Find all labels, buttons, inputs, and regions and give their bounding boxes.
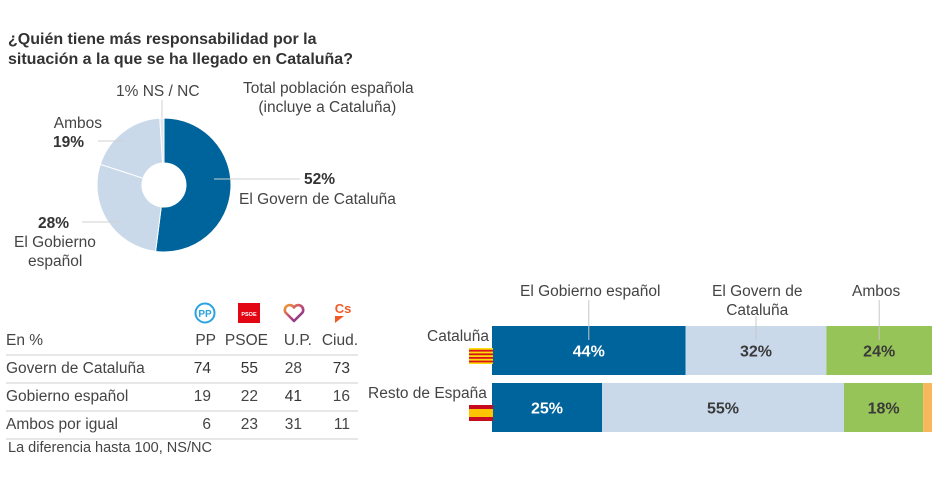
psoe-logo-icon: PSOE xyxy=(238,303,260,323)
pie-label-govern-value: 52% xyxy=(304,171,336,188)
title-line-2: situación a la que se ha llegado en Cata… xyxy=(8,51,353,68)
up-logo-cell xyxy=(268,298,312,328)
pie-label-nsnc: 1% NS / NC xyxy=(116,83,200,100)
chart-title: ¿Quién tiene más responsabilidad por la … xyxy=(8,30,478,70)
pie-label-gobierno-line-2: español xyxy=(28,253,83,270)
cell-value: 16 xyxy=(312,382,358,411)
bar-value-label: 44% xyxy=(573,344,605,361)
pie-subtitle-line-2: (incluye a Cataluña) xyxy=(258,99,397,116)
pie-label-gobierno-value: 28% xyxy=(38,215,70,232)
legend-gobierno: El Gobierno español xyxy=(520,283,661,300)
pie-subtitle-line-1: Total población española xyxy=(243,80,414,97)
svg-text:Cs: Cs xyxy=(335,301,352,316)
pie-label-gobierno: 28% El Gobierno español xyxy=(14,214,96,271)
svg-text:PSOE: PSOE xyxy=(241,312,257,318)
bar-value-label: 25% xyxy=(531,401,563,418)
bar-segment xyxy=(923,383,932,432)
pp-logo-icon: PP xyxy=(194,302,216,324)
cell-value: 73 xyxy=(312,354,358,383)
table-row: Ambos por igual 6 23 31 11 xyxy=(6,410,358,440)
col-header-psoe: PSOE xyxy=(224,332,268,349)
col-header-up: U.P. xyxy=(283,332,312,349)
table-note: La diferencia hasta 100, NS/NC xyxy=(8,440,212,456)
col-header-ciud: Ciud. xyxy=(321,332,358,349)
legend-govern-line-1: El Govern de xyxy=(712,283,803,300)
pp-logo-cell: PP xyxy=(178,298,216,328)
table-unit-label: En % xyxy=(6,332,44,349)
cell-value: 11 xyxy=(312,410,358,440)
bar-segment xyxy=(602,383,844,432)
bar-category-resto: Resto de España xyxy=(368,385,487,402)
pie-slice-el-gobierno-español xyxy=(96,163,162,253)
party-table: PP PSOE Cs xyxy=(6,298,358,440)
row-label: Ambos por igual xyxy=(6,410,178,440)
catalonia-flag-icon xyxy=(469,348,493,364)
cell-value: 19 xyxy=(178,382,216,411)
cs-logo-cell: Cs xyxy=(312,298,358,328)
cell-value: 74 xyxy=(178,354,216,383)
cell-value: 28 xyxy=(268,354,312,383)
pie-label-govern-value-wrap: 52% xyxy=(304,170,335,189)
cell-value: 55 xyxy=(216,354,268,383)
pie-slice-el-govern-de-cataluña xyxy=(155,117,232,253)
table-row: Govern de Cataluña 74 55 28 73 xyxy=(6,354,358,383)
psoe-logo-cell: PSOE xyxy=(216,298,268,328)
col-header-pp: PP xyxy=(195,332,216,349)
row-label: Gobierno español xyxy=(6,382,178,411)
pie-label-ambos: Ambos 19% xyxy=(46,114,102,152)
up-heart-icon xyxy=(283,303,305,323)
pie-label-ambos-name: Ambos xyxy=(53,115,102,132)
pie-slice-ambos xyxy=(99,117,164,179)
pie-chart xyxy=(82,100,300,253)
legend-govern: El Govern de Cataluña xyxy=(712,282,802,320)
pie-label-ambos-value: 19% xyxy=(53,134,85,151)
cell-value: 41 xyxy=(268,382,312,411)
cell-value: 6 xyxy=(178,410,216,440)
legend-ambos: Ambos xyxy=(852,283,901,300)
row-label: Govern de Cataluña xyxy=(6,354,178,383)
pie-slice-ns-nc xyxy=(159,117,165,164)
pie-subtitle: Total población española (incluye a Cata… xyxy=(243,79,414,117)
cell-value: 31 xyxy=(268,410,312,440)
legend-govern-line-2: Cataluña xyxy=(726,302,789,319)
bar-value-label: 24% xyxy=(863,344,895,361)
pie-label-govern-name: El Govern de Cataluña xyxy=(239,191,396,208)
pie-label-gobierno-line-1: El Gobierno xyxy=(14,234,96,251)
bar-category-catalunya: Cataluña xyxy=(427,328,490,345)
party-header-row: En % PP PSOE U.P. Ciud. xyxy=(6,328,358,355)
bar-segment xyxy=(492,383,602,432)
table-row: Gobierno español 19 22 41 16 xyxy=(6,382,358,411)
bar-value-label: 18% xyxy=(868,401,900,418)
cs-logo-icon: Cs xyxy=(335,301,352,323)
bar-segment xyxy=(844,383,924,432)
spain-flag-icon xyxy=(469,405,493,421)
bar-value-label: 32% xyxy=(740,344,772,361)
svg-text:PP: PP xyxy=(198,309,212,320)
cell-value: 22 xyxy=(216,382,268,411)
cell-value: 23 xyxy=(216,410,268,440)
stacked-bar-chart: 44% 32% 24% 25% 55% 18% xyxy=(492,300,932,432)
title-line-1: ¿Quién tiene más responsabilidad por la xyxy=(8,31,317,48)
party-logo-row: PP PSOE Cs xyxy=(6,298,358,328)
bar-value-label: 55% xyxy=(707,401,739,418)
